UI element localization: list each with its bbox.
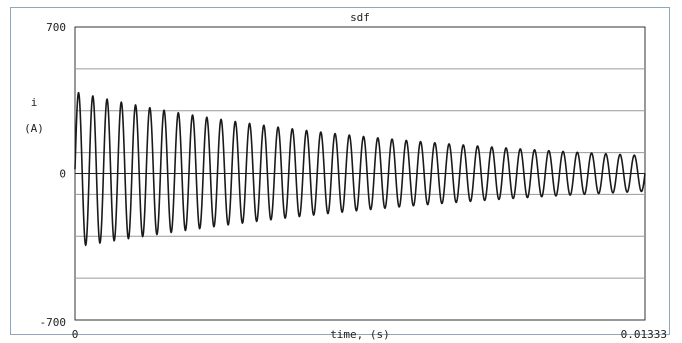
series-line bbox=[74, 91, 646, 247]
grid-lines bbox=[75, 68, 645, 279]
y-tick-label-min: -700 bbox=[40, 316, 67, 329]
chart-title: sdf bbox=[350, 11, 370, 24]
y-tick-label-zero: 0 bbox=[59, 168, 66, 181]
y-tick-label-max: 700 bbox=[46, 21, 66, 34]
y-axis-unit: (A) bbox=[24, 122, 44, 135]
y-axis-label: i bbox=[31, 96, 38, 109]
x-axis-label: time, (s) bbox=[330, 328, 390, 341]
x-tick-label-end: 0.01333 bbox=[621, 328, 667, 341]
x-tick-label-start: 0 bbox=[72, 328, 79, 341]
